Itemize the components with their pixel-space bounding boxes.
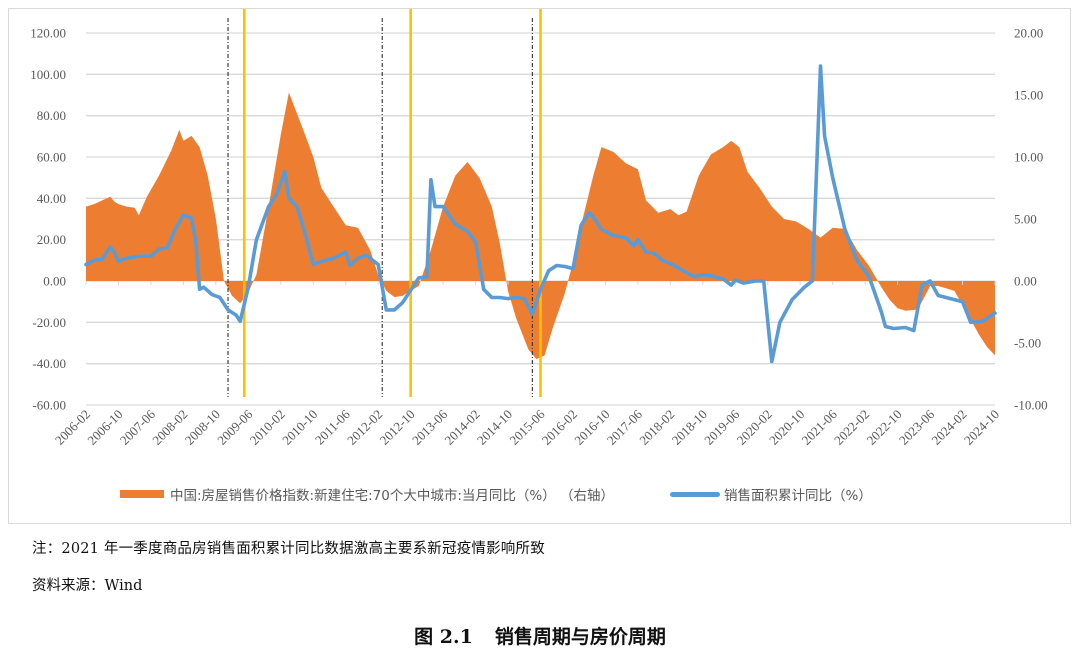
right-axis-tick: 5.00 — [1014, 212, 1037, 227]
x-axis-tick: 2016-10 — [571, 407, 612, 448]
legend-item-price-index: 中国:房屋销售价格指数:新建住宅:70个大中城市:当月同比（%） （右轴） — [120, 484, 614, 504]
left-axis-tick: 80.00 — [37, 108, 66, 123]
left-axis-tick: 20.00 — [37, 232, 66, 247]
x-axis-tick: 2022-10 — [863, 407, 904, 448]
legend-item-sales-area: 销售面积累计同比（%） — [670, 484, 872, 504]
chart-plot: 120.00 100.00 80.00 60.00 40.00 20.00 0.00 -20.… — [30, 9, 1048, 448]
x-axis-tick: 2014-02 — [441, 407, 482, 448]
left-axis-tick: 0.00 — [43, 274, 66, 289]
left-axis-tick: 100.00 — [30, 67, 66, 82]
chart-legend: 中国:房屋销售价格指数:新建住宅:70个大中城市:当月同比（%） （右轴） 销售… — [120, 484, 872, 504]
figure-title: 销售周期与房价周期 — [494, 626, 666, 648]
x-axis-tick: 2012-10 — [377, 407, 418, 448]
figure-caption: 图 2.1 销售周期与房价周期 — [0, 622, 1080, 649]
x-axis-tick: 2007-06 — [117, 406, 159, 448]
x-axis-tick: 2006-10 — [84, 407, 125, 448]
x-axis-tick: 2020-10 — [766, 407, 807, 448]
line-swatch-icon — [670, 491, 720, 497]
figure-number: 图 2.1 — [414, 626, 473, 648]
x-axis-tick: 2024-02 — [928, 407, 969, 448]
x-axis-tick: 2009-06 — [214, 406, 256, 448]
x-axis-tick: 2022-02 — [831, 407, 872, 448]
left-axis-tick: -60.00 — [32, 398, 66, 413]
x-axis-tick: 2013-06 — [409, 406, 451, 448]
right-axis-tick: 20.00 — [1014, 26, 1043, 41]
price-index-area — [86, 92, 995, 360]
right-axis-tick: 15.00 — [1014, 88, 1043, 103]
sales-area-line — [84, 64, 997, 364]
x-axis-tick: 2019-06 — [701, 406, 743, 448]
x-axis-tick: 2012-02 — [344, 407, 385, 448]
x-axis-tick: 2020-02 — [734, 407, 775, 448]
x-axis-tick: 2006-02 — [52, 407, 93, 448]
x-axis-tick: 2017-06 — [604, 406, 646, 448]
left-axis-tick: 120.00 — [30, 26, 66, 41]
area-swatch-icon — [120, 490, 164, 498]
x-axis-tick: 2010-10 — [279, 407, 320, 448]
x-axis-tick: 2008-10 — [182, 407, 223, 448]
x-axis-tick: 2018-02 — [636, 407, 677, 448]
left-axis-tick: -20.00 — [32, 315, 66, 330]
x-axis-tick: 2024-10 — [961, 407, 1002, 448]
x-axis-tick: 2023-06 — [896, 406, 938, 448]
legend-label-price-index: 中国:房屋销售价格指数:新建住宅:70个大中城市:当月同比（%） （右轴） — [170, 488, 614, 504]
left-axis-tick: 60.00 — [37, 150, 66, 165]
left-axis-tick: 40.00 — [37, 191, 66, 206]
chart-note: 注：2021 年一季度商品房销售面积累计同比数据激高主要系新冠疫情影响所致 — [32, 541, 545, 557]
chart-source: 资料来源：Wind — [32, 578, 143, 594]
x-axis-tick: 2008-02 — [149, 407, 190, 448]
legend-label-sales-area: 销售面积累计同比（%） — [724, 488, 872, 504]
x-axis-tick: 2015-06 — [506, 406, 548, 448]
right-axis-tick: 10.00 — [1014, 150, 1043, 165]
x-axis-tick: 2016-02 — [539, 407, 580, 448]
right-axis-tick: -5.00 — [1014, 336, 1041, 351]
x-axis-tick: 2021-06 — [799, 406, 841, 448]
x-axis-tick: 2010-02 — [247, 407, 288, 448]
left-axis-tick: -40.00 — [32, 356, 66, 371]
x-axis-tick: 2018-10 — [669, 407, 710, 448]
right-axis-tick: 0.00 — [1014, 274, 1037, 289]
x-axis-tick: 2014-10 — [474, 407, 515, 448]
right-axis-tick: -10.00 — [1014, 398, 1048, 413]
